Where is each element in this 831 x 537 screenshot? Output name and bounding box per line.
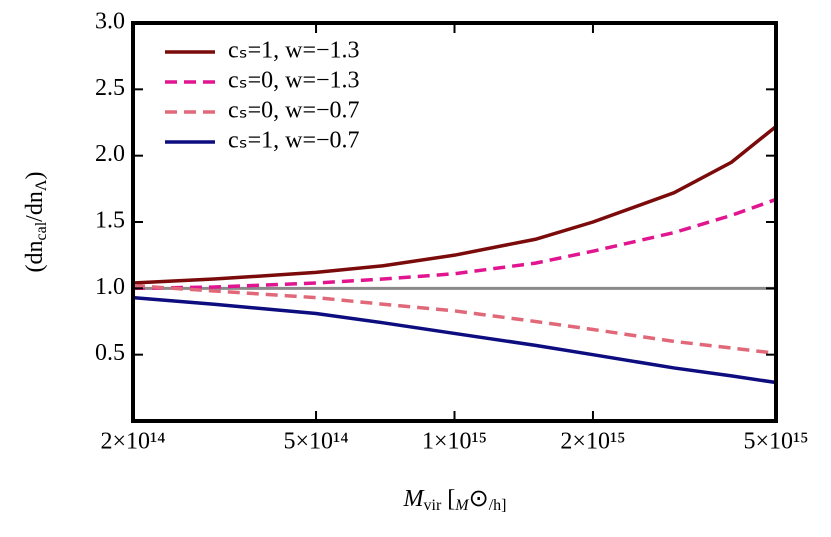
subscript: cal xyxy=(33,221,50,240)
subscript: /h] xyxy=(489,497,507,514)
label-part: M xyxy=(403,486,426,512)
x-tick-label: 5×10¹⁵ xyxy=(743,429,808,455)
label-part: ⊙ xyxy=(469,486,489,512)
data-line xyxy=(132,197,777,291)
legend-label: cₛ=0, w=−0.7 xyxy=(228,98,360,124)
x-tick-label: 2×10¹⁵ xyxy=(560,429,625,455)
legend-label: cₛ=0, w=−1.3 xyxy=(228,68,360,94)
x-tick-label: 2×10¹⁴ xyxy=(100,429,165,455)
y-label: (dncal/dnΛ) xyxy=(22,172,50,273)
y-tick-label: 1.5 xyxy=(95,208,125,234)
label-part: /dn xyxy=(22,191,48,222)
y-tick-label: 1.0 xyxy=(95,274,125,300)
x-label: Mvir [M⊙/h] xyxy=(403,486,507,514)
label-part: [ xyxy=(441,486,455,512)
data-line xyxy=(132,283,777,356)
data-line xyxy=(132,125,778,285)
y-tick-label: 2.0 xyxy=(95,141,125,167)
x-tick-label: 5×10¹⁴ xyxy=(283,429,348,455)
subscript: vir xyxy=(424,497,442,514)
label-part: ) xyxy=(22,172,48,180)
label-part: (dn xyxy=(22,240,48,272)
data-line xyxy=(132,295,777,385)
subscript: Λ xyxy=(33,179,50,191)
legend-label: cₛ=1, w=−0.7 xyxy=(228,128,360,154)
y-tick-label: 0.5 xyxy=(95,340,125,366)
y-tick-label: 2.5 xyxy=(95,75,125,101)
x-tick-label: 1×10¹⁵ xyxy=(422,429,487,455)
legend-label: cₛ=1, w=−1.3 xyxy=(228,38,360,64)
y-tick-label: 3.0 xyxy=(95,9,125,35)
subscript: M xyxy=(454,497,470,514)
